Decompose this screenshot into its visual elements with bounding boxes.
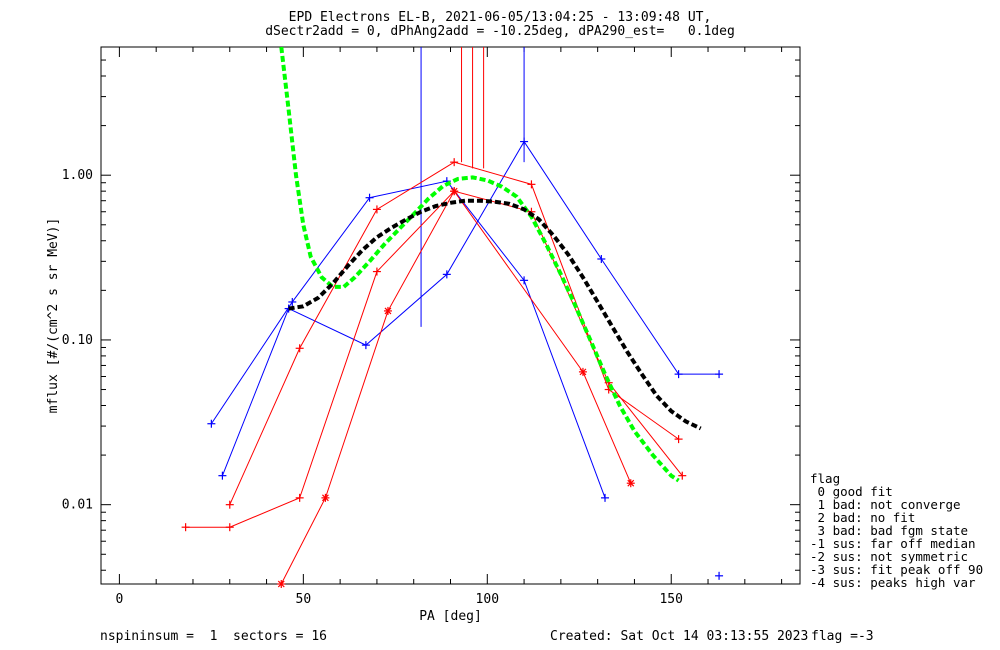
data-point-plus bbox=[520, 276, 529, 285]
fit-curve-green bbox=[279, 47, 680, 483]
x-tick-label: 150 bbox=[659, 592, 682, 607]
data-point-plus bbox=[601, 493, 610, 502]
data-point-plus bbox=[225, 523, 234, 532]
data-point-plus bbox=[295, 493, 304, 502]
data-point-plus bbox=[442, 270, 451, 279]
legend-item: -1 sus: far off median bbox=[810, 536, 976, 551]
y-tick-label: 0.10 bbox=[62, 333, 93, 348]
data-point-plus bbox=[181, 523, 190, 532]
series-line bbox=[280, 190, 632, 584]
legend-item: 1 bad: not converge bbox=[810, 497, 961, 512]
chart-title-line1: EPD Electrons EL-B, 2021-06-05/13:04:25 … bbox=[288, 10, 712, 25]
data-point-plus bbox=[361, 341, 370, 350]
legend-item: 2 bad: no fit bbox=[810, 510, 916, 525]
data-point-plus bbox=[372, 205, 381, 214]
data-point-plus bbox=[218, 471, 227, 480]
data-point-plus bbox=[527, 180, 536, 189]
data-point-asterisk bbox=[626, 479, 635, 488]
data-point-plus bbox=[450, 158, 459, 167]
series-line bbox=[229, 161, 679, 505]
y-axis-label: mflux [#/(cm^2 s sr MeV)] bbox=[46, 218, 61, 414]
data-point-plus bbox=[520, 137, 529, 146]
data-point-plus bbox=[207, 419, 216, 428]
x-tick-label: 50 bbox=[296, 592, 312, 607]
data-point-asterisk bbox=[450, 187, 459, 196]
legend-item: 0 good fit bbox=[810, 484, 893, 499]
data-point-plus bbox=[674, 435, 683, 444]
footer-created: Created: Sat Oct 14 03:13:55 2023 bbox=[550, 629, 809, 644]
legend-item: -3 sus: fit peak off 90 bbox=[810, 562, 984, 577]
data-point-plus bbox=[678, 471, 687, 480]
data-point-plus bbox=[597, 254, 606, 263]
x-tick-label: 0 bbox=[115, 592, 123, 607]
series-line bbox=[210, 180, 606, 499]
data-point-plus bbox=[715, 571, 724, 580]
x-tick-label: 100 bbox=[476, 592, 499, 607]
data-point-plus bbox=[288, 297, 297, 306]
legend-title: flag bbox=[810, 471, 841, 486]
data-point-plus bbox=[715, 370, 724, 379]
data-point-asterisk bbox=[277, 580, 286, 588]
axes-frame bbox=[100, 46, 801, 585]
series-line bbox=[185, 190, 683, 528]
y-tick-label: 0.01 bbox=[62, 498, 93, 513]
data-point-asterisk bbox=[321, 493, 330, 502]
chart-title-line2: dSectr2add = 0, dPhAng2add = -10.25deg, … bbox=[265, 24, 735, 39]
data-point-asterisk bbox=[578, 367, 587, 376]
x-axis-label: PA [deg] bbox=[419, 609, 482, 624]
legend-item: -2 sus: not symmetric bbox=[810, 549, 969, 564]
data-point-plus bbox=[295, 344, 304, 353]
fit-curve-black bbox=[288, 198, 702, 431]
legend-item: 3 bad: bad fgm state bbox=[810, 523, 969, 538]
footer-flag: flag =-3 bbox=[811, 629, 874, 644]
data-point-plus bbox=[674, 370, 683, 379]
footer-spin-info: nspininsum = 1 sectors = 16 bbox=[100, 629, 327, 644]
data-point-plus bbox=[372, 267, 381, 276]
data-point-plus bbox=[365, 193, 374, 202]
data-point-plus bbox=[225, 500, 234, 509]
series-line bbox=[221, 140, 720, 476]
y-tick-label: 1.00 bbox=[62, 168, 93, 183]
legend-item: -4 sus: peaks high var bbox=[810, 575, 976, 590]
data-point-asterisk bbox=[383, 306, 392, 315]
